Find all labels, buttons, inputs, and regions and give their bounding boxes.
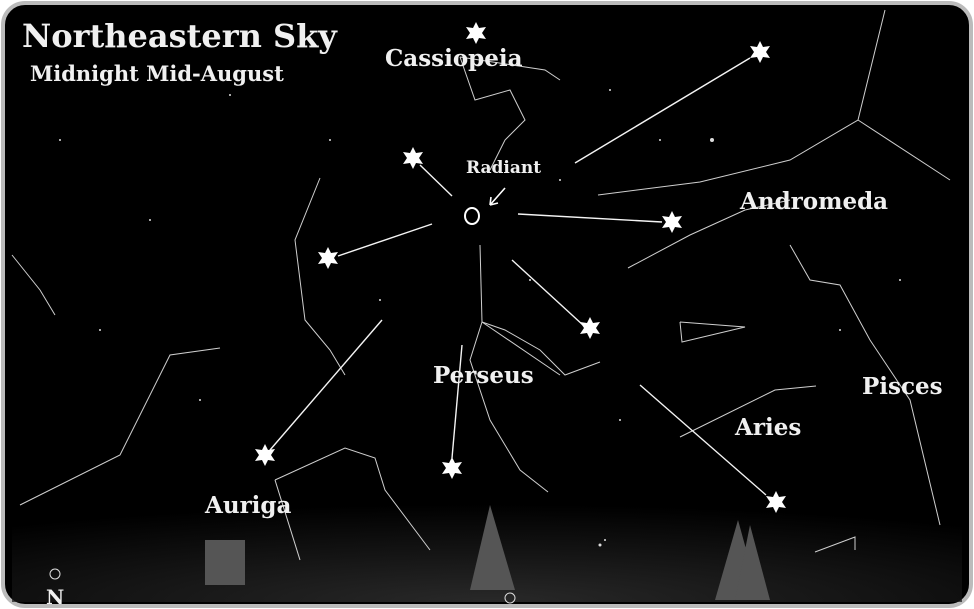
constellation-label: Pisces [862, 373, 943, 400]
radiant-label: Radiant [466, 158, 541, 178]
sky-map: Northeastern Sky Midnight Mid-August Cas… [0, 0, 974, 609]
constellation-label: Andromeda [739, 188, 888, 215]
compass-label: N [46, 585, 64, 609]
constellation-label: Perseus [433, 362, 534, 389]
constellation-label: Auriga [204, 492, 292, 519]
title: Northeastern Sky [22, 17, 338, 55]
subtitle: Midnight Mid-August [30, 61, 284, 86]
constellation-label: Cassiopeia [385, 45, 523, 72]
constellation-label: Aries [734, 414, 801, 441]
